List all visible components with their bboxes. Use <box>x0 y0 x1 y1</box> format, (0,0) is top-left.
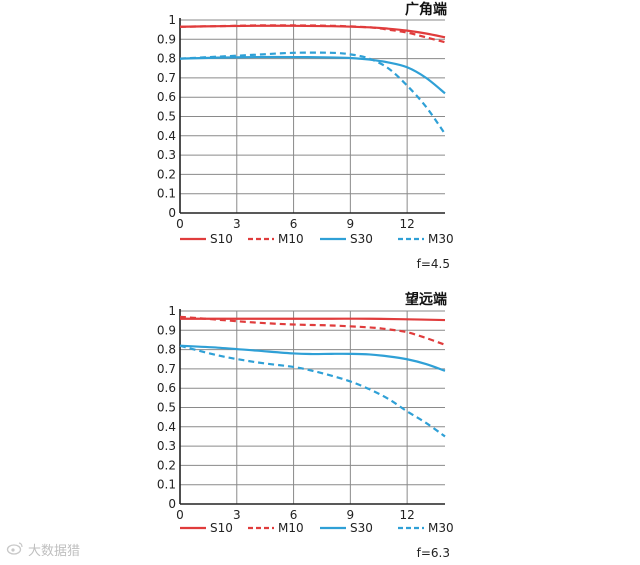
y-tick-label: 0.7 <box>157 71 176 85</box>
y-tick-label: 0.5 <box>157 401 176 415</box>
y-tick-label: 0.3 <box>157 148 176 162</box>
aperture-label: f=4.5 <box>417 257 450 271</box>
chart-1: 0 0.1 0.2 0.3 0.4 0.5 0.6 0.7 0.8 0.9 1 0 3 6 9 12 广角端 S1… <box>157 1 454 271</box>
legend-label-s30: S30 <box>350 521 373 535</box>
y-tick-label: 0.2 <box>157 167 176 181</box>
y-tick-label: 0 <box>168 497 176 511</box>
legend-label-m10: M10 <box>278 521 304 535</box>
series-line-s10 <box>179 317 446 322</box>
x-tick-label: 9 <box>347 217 355 231</box>
y-tick-label: 0.1 <box>157 478 176 492</box>
x-tick-label: 0 <box>176 508 184 522</box>
weibo-icon <box>6 541 24 559</box>
x-tick-label: 12 <box>400 508 415 522</box>
x-tick-label: 0 <box>176 217 184 231</box>
y-tick-label: 0.6 <box>157 90 176 104</box>
chart-title: 望远端 <box>405 291 447 308</box>
y-tick-label: 0.5 <box>157 110 176 124</box>
y-tick-label: 0.9 <box>157 323 176 337</box>
x-tick-label: 3 <box>233 217 241 231</box>
y-tick-label: 0.2 <box>157 458 176 472</box>
series-line-m10 <box>179 315 446 346</box>
series-line-m30 <box>179 51 446 135</box>
legend-label-s10: S10 <box>210 521 233 535</box>
series-line-s30 <box>179 344 446 372</box>
y-tick-label: 0.8 <box>157 52 176 66</box>
series-line-m30 <box>179 344 446 438</box>
x-tick-label: 3 <box>233 508 241 522</box>
x-tick-label: 6 <box>290 217 298 231</box>
y-tick-label: 0.9 <box>157 32 176 46</box>
legend-label-m30: M30 <box>428 521 454 535</box>
aperture-label: f=6.3 <box>417 546 450 560</box>
x-tick-label: 9 <box>347 508 355 522</box>
x-tick-label: 6 <box>290 508 298 522</box>
series-line-m10 <box>179 24 446 44</box>
y-tick-label: 0.7 <box>157 362 176 376</box>
x-tick-label: 12 <box>400 217 415 231</box>
y-tick-label: 1 <box>168 13 176 27</box>
y-tick-label: 0.3 <box>157 439 176 453</box>
watermark-text: 大数据猎 <box>28 544 81 559</box>
legend-label-s10: S10 <box>210 232 233 246</box>
chart-title: 广角端 <box>405 1 447 18</box>
y-tick-label: 0.8 <box>157 343 176 357</box>
legend-label-s30: S30 <box>350 232 373 246</box>
chart-2: 0 0.1 0.2 0.3 0.4 0.5 0.6 0.7 0.8 0.9 1 0 3 6 9 12 望远端 S1… <box>157 291 454 560</box>
legend-label-m10: M10 <box>278 232 304 246</box>
y-tick-label: 0.1 <box>157 187 176 201</box>
y-tick-label: 1 <box>168 304 176 318</box>
series-line-s30 <box>179 55 446 95</box>
y-tick-label: 0.6 <box>157 381 176 395</box>
y-tick-label: 0.4 <box>157 129 176 143</box>
y-tick-label: 0 <box>168 206 176 220</box>
watermark: 大数据猎 <box>6 540 80 559</box>
y-tick-label: 0.4 <box>157 420 176 434</box>
legend-label-m30: M30 <box>428 232 454 246</box>
